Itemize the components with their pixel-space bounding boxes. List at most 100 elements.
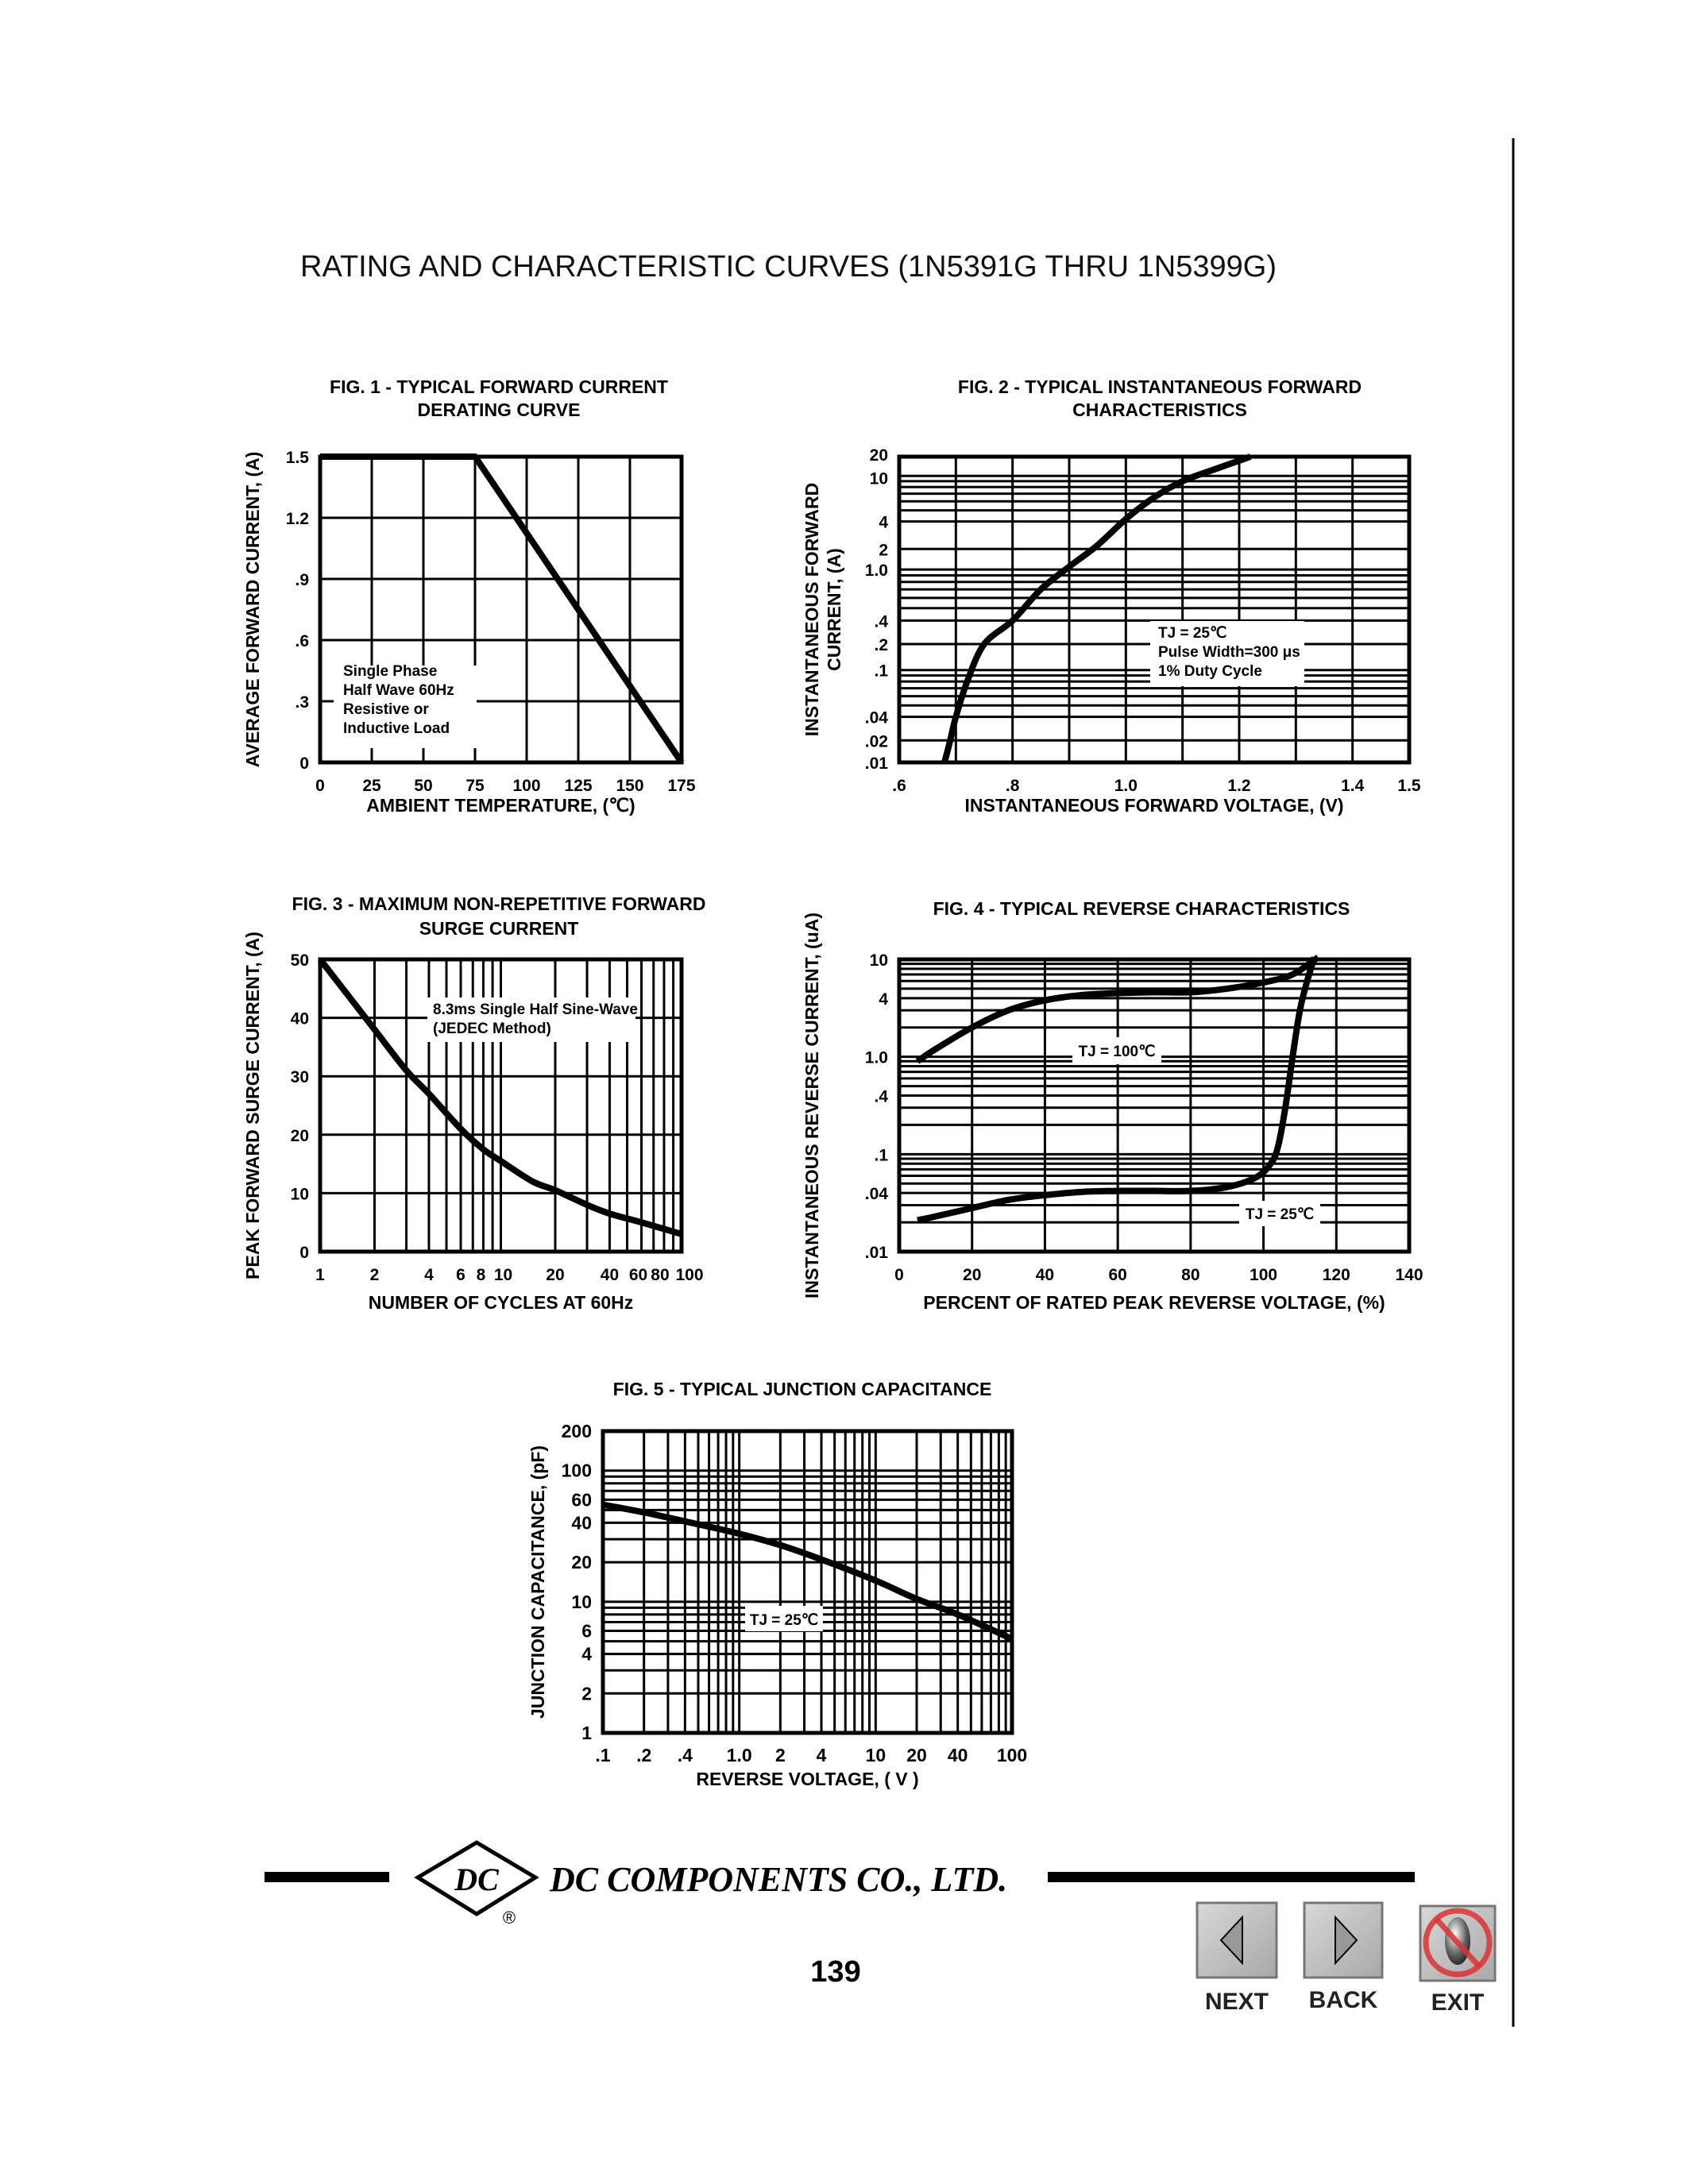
chart-title: FIG. 3 - MAXIMUM NON-REPETITIVE FORWARD bbox=[292, 893, 706, 914]
x-axis-label: AMBIENT TEMPERATURE, (℃) bbox=[366, 795, 635, 816]
annotation-background bbox=[1072, 1037, 1161, 1064]
y-tick-label: 1.5 bbox=[286, 449, 310, 467]
y-axis-label: PEAK FORWARD SURGE CURRENT, (A) bbox=[242, 932, 263, 1279]
x-tick-label: 4 bbox=[424, 1266, 434, 1284]
y-tick-label: 0 bbox=[299, 754, 309, 773]
y-tick-label: .02 bbox=[865, 732, 888, 751]
x-axis-label: INSTANTANEOUS FORWARD VOLTAGE, (V) bbox=[964, 795, 1343, 816]
chart-annotation: TJ = 25℃ bbox=[750, 1612, 818, 1629]
y-tick-label: 1 bbox=[581, 1723, 592, 1743]
figure-2: FIG. 2 - TYPICAL INSTANTANEOUS FORWARDCH… bbox=[802, 376, 1421, 816]
y-tick-label: 100 bbox=[562, 1461, 592, 1481]
right-triangle-icon bbox=[1335, 1915, 1358, 1966]
x-tick-label: 80 bbox=[651, 1266, 669, 1284]
y-tick-label: 2 bbox=[581, 1683, 592, 1704]
next-button[interactable]: NEXT bbox=[1196, 1901, 1278, 2015]
back-button[interactable]: BACK bbox=[1303, 1901, 1384, 2013]
annotation-background bbox=[1150, 621, 1304, 686]
x-tick-label: 150 bbox=[616, 777, 643, 795]
x-axis-label: NUMBER OF CYCLES AT 60Hz bbox=[369, 1292, 634, 1313]
x-tick-label: 4 bbox=[817, 1745, 827, 1765]
chart-title: FIG. 4 - TYPICAL REVERSE CHARACTERISTICS bbox=[933, 898, 1350, 919]
registered-mark: ® bbox=[503, 1908, 516, 1927]
x-tick-label: .8 bbox=[1006, 777, 1020, 795]
y-tick-label: .4 bbox=[874, 1087, 888, 1106]
x-tick-label: 1.5 bbox=[1397, 777, 1421, 795]
logo-monogram: DC bbox=[454, 1862, 500, 1897]
chart-title: FIG. 1 - TYPICAL FORWARD CURRENT bbox=[330, 376, 668, 397]
figure-4: FIG. 4 - TYPICAL REVERSE CHARACTERISTICS… bbox=[802, 898, 1423, 1313]
company-name: DC COMPONENTS CO., LTD. bbox=[549, 1860, 1007, 1899]
plot-frame bbox=[318, 957, 684, 1254]
y-tick-label: 20 bbox=[870, 446, 888, 465]
x-tick-label: .1 bbox=[595, 1745, 610, 1765]
x-tick-label: 175 bbox=[667, 777, 695, 795]
x-tick-label: 100 bbox=[512, 777, 540, 795]
chart-annotation: Single Phase bbox=[343, 663, 437, 680]
y-tick-label: .3 bbox=[295, 693, 309, 712]
x-axis-label: PERCENT OF RATED PEAK REVERSE VOLTAGE, (… bbox=[923, 1292, 1385, 1313]
y-tick-label: 10 bbox=[571, 1592, 592, 1612]
x-tick-label: 10 bbox=[866, 1745, 886, 1765]
y-axis-label: INSTANTANEOUS FORWARD bbox=[802, 483, 822, 736]
series-line-2 bbox=[917, 956, 1318, 1224]
exit-button[interactable]: EXIT bbox=[1419, 1904, 1497, 2016]
x-tick-label: 140 bbox=[1395, 1266, 1423, 1284]
x-tick-label: 1 bbox=[315, 1266, 325, 1284]
y-tick-label: 200 bbox=[562, 1421, 592, 1441]
x-tick-label: 6 bbox=[456, 1266, 465, 1284]
y-tick-label: 50 bbox=[291, 951, 309, 970]
footer-rule-left bbox=[265, 1872, 389, 1882]
plot-frame bbox=[897, 957, 1412, 1254]
chart-title: SURGE CURRENT bbox=[419, 918, 579, 939]
y-tick-label: 6 bbox=[581, 1620, 592, 1641]
y-tick-label: 20 bbox=[291, 1127, 309, 1145]
figure-1: FIG. 1 - TYPICAL FORWARD CURRENTDERATING… bbox=[242, 376, 696, 816]
y-tick-label: .9 bbox=[295, 571, 309, 589]
y-tick-label: 40 bbox=[291, 1010, 309, 1028]
plot-frame bbox=[318, 454, 684, 765]
x-tick-label: 120 bbox=[1323, 1266, 1350, 1284]
figure-5: FIG. 5 - TYPICAL JUNCTION CAPACITANCE TJ … bbox=[527, 1379, 1027, 1789]
x-tick-label: 1.4 bbox=[1341, 777, 1365, 795]
y-tick-label: 60 bbox=[571, 1489, 592, 1510]
x-tick-label: 100 bbox=[675, 1266, 703, 1284]
chart-annotation: TJ = 25℃ bbox=[1246, 1206, 1314, 1223]
y-tick-label: .04 bbox=[865, 709, 889, 727]
x-tick-label: 1.0 bbox=[727, 1745, 752, 1765]
y-tick-label: .1 bbox=[874, 662, 888, 681]
x-tick-label: 1.2 bbox=[1227, 777, 1250, 795]
y-tick-label: .1 bbox=[874, 1146, 888, 1164]
x-tick-label: .2 bbox=[636, 1745, 651, 1765]
x-axis-label: REVERSE VOLTAGE, ( V ) bbox=[696, 1769, 918, 1789]
y-tick-label: 1.0 bbox=[865, 561, 888, 580]
figure-3: FIG. 3 - MAXIMUM NON-REPETITIVE FORWARD S… bbox=[242, 893, 705, 1313]
exit-label: EXIT bbox=[1431, 1989, 1485, 2016]
y-axis-label: CURRENT, (A) bbox=[824, 548, 844, 671]
x-tick-label: 40 bbox=[601, 1266, 619, 1284]
x-tick-label: 20 bbox=[906, 1745, 927, 1765]
x-tick-label: 1.0 bbox=[1114, 777, 1138, 795]
y-tick-label: 1.2 bbox=[286, 510, 309, 528]
x-tick-label: 25 bbox=[362, 777, 381, 795]
y-tick-label: 20 bbox=[571, 1552, 592, 1572]
x-tick-label: .6 bbox=[892, 777, 906, 795]
y-axis-label: AVERAGE FORWARD CURRENT, (A) bbox=[242, 452, 263, 768]
x-tick-label: 10 bbox=[494, 1266, 512, 1284]
x-tick-label: 20 bbox=[546, 1266, 564, 1284]
chart-annotation: (JEDEC Method) bbox=[433, 1021, 551, 1037]
annotation-background bbox=[334, 666, 477, 748]
y-axis-label: INSTANTANEOUS REVERSE CURRENT, (uA) bbox=[802, 913, 822, 1298]
x-tick-label: 20 bbox=[963, 1266, 981, 1284]
next-label: NEXT bbox=[1205, 1989, 1269, 2015]
series-line-1 bbox=[915, 955, 1320, 1064]
x-tick-label: .4 bbox=[678, 1745, 693, 1765]
x-tick-label: 100 bbox=[997, 1745, 1027, 1765]
annotation-background bbox=[427, 997, 635, 1042]
series-line-1 bbox=[941, 453, 1252, 763]
y-tick-label: 4 bbox=[581, 1644, 592, 1665]
chart-title: FIG. 2 - TYPICAL INSTANTANEOUS FORWARD bbox=[958, 376, 1362, 397]
plot-frame bbox=[601, 1429, 1014, 1735]
y-tick-label: 0 bbox=[299, 1244, 309, 1262]
y-tick-label: 2 bbox=[879, 541, 888, 559]
